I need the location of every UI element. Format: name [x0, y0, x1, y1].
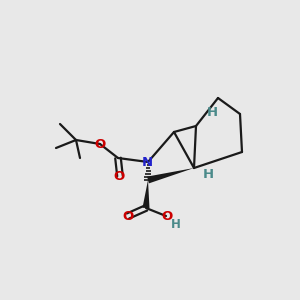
Polygon shape — [147, 168, 194, 183]
Text: H: H — [171, 218, 181, 230]
Text: N: N — [141, 155, 153, 169]
Text: O: O — [94, 137, 106, 151]
Text: O: O — [122, 209, 134, 223]
Polygon shape — [142, 180, 149, 208]
Text: H: H — [202, 167, 214, 181]
Text: H: H — [206, 106, 218, 118]
Text: O: O — [161, 209, 172, 223]
Text: O: O — [113, 169, 124, 182]
